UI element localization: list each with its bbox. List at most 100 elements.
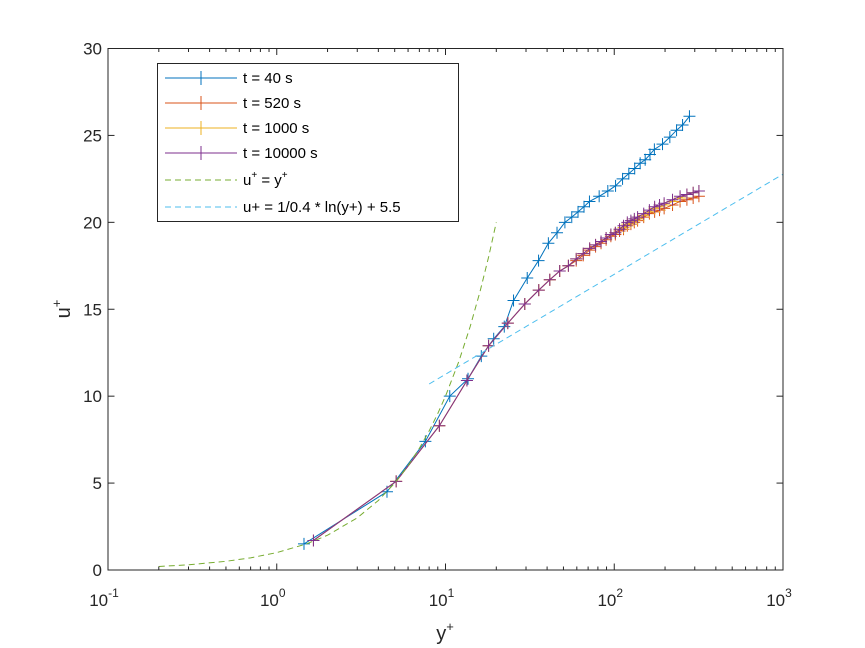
series-3-point [543, 273, 556, 286]
series-0-point [639, 153, 652, 166]
series-3-point [674, 190, 687, 203]
series-0-point [670, 124, 683, 137]
y-tick-label: 20 [83, 213, 102, 232]
y-axis-label: u+ [49, 300, 75, 319]
series-0-point [542, 237, 555, 250]
series-0-point [443, 390, 456, 403]
series-layer [158, 110, 784, 568]
series-0-point [628, 162, 641, 175]
legend-marker-t520 [194, 96, 208, 110]
series-3-point [482, 339, 495, 352]
series-3-point [589, 238, 602, 251]
y-tick-label: 10 [83, 387, 102, 406]
series-0-point [634, 157, 647, 170]
series-3-point [460, 374, 473, 387]
legend-label-t10000: t = 10000 s [243, 145, 318, 162]
y-tick-label: 5 [93, 474, 102, 493]
series-0-point [648, 143, 661, 156]
legend-entry-t520: t = 520 s [165, 95, 301, 112]
x-tick-label-base: 10 [597, 591, 616, 610]
y-axis-label-sup: + [49, 300, 64, 308]
series-3-point [658, 197, 671, 210]
series-3-point [653, 198, 666, 211]
x-tick-label-exp: 2 [616, 586, 623, 600]
series-3-point [624, 214, 637, 227]
series-0-point [532, 254, 545, 267]
legend-entry-t10000: t = 10000 s [165, 145, 318, 162]
x-tick-label-base: 10 [766, 591, 785, 610]
legend-label-t520: t = 520 s [243, 95, 301, 112]
x-axis-label-base: y [436, 623, 446, 645]
y-axis-ticks: 0 5 10 15 20 25 30 [83, 40, 783, 580]
legend-entry-t1000: t = 1000 s [165, 120, 309, 137]
y-tick-label: 15 [83, 300, 102, 319]
x-tick-label-base: 10 [429, 591, 448, 610]
x-tick-label-exp: -1 [108, 586, 119, 600]
series-3-point [553, 265, 566, 278]
series-3-point [631, 211, 644, 224]
legend-entry-viscous-sublayer: u+ = y+ [165, 170, 288, 189]
x-tick-label-exp: 1 [448, 586, 455, 600]
legend-marker-t10000 [194, 146, 208, 160]
legend-label-log-law: u+ = 1/0.4 * ln(y+) + 5.5 [243, 199, 401, 216]
series-3-point [583, 242, 596, 255]
series-3-point [600, 231, 613, 244]
legend-viscous-a-sup: + [251, 170, 257, 181]
x-tick-label: 103 [766, 586, 792, 610]
series-3-point [680, 188, 693, 201]
series-0-point [622, 167, 635, 180]
series-0-point [487, 332, 500, 345]
series-0-point [521, 271, 534, 284]
legend-label-t40: t = 40 s [243, 70, 293, 87]
x-tick-label-base: 10 [89, 591, 108, 610]
series-0-point [616, 172, 629, 185]
series-0-point [565, 211, 578, 224]
series-0-point [609, 179, 622, 192]
x-tick-label: 102 [597, 586, 623, 610]
series-0-point [558, 216, 571, 229]
series-3-point [307, 534, 320, 547]
series-3-point [687, 186, 700, 199]
series-3-point [637, 207, 650, 220]
x-axis-ticks: 10-1 100 101 102 103 [89, 48, 792, 610]
x-tick-label: 10-1 [89, 586, 119, 610]
series-3-point [577, 247, 590, 260]
series-3-point [532, 284, 545, 297]
y-tick-label: 25 [83, 126, 102, 145]
series-0-point [593, 190, 606, 203]
x-tick-label-exp: 3 [785, 586, 792, 600]
y-tick-label: 30 [83, 40, 102, 59]
series-0-point [676, 118, 689, 131]
series-3-point [628, 212, 641, 225]
series-0-point [656, 138, 669, 151]
series-3-point [692, 185, 705, 198]
series-line-5 [428, 173, 784, 385]
series-0-point [663, 131, 676, 144]
series-0-point [507, 294, 520, 307]
legend-box [157, 63, 459, 222]
legend-viscous-a: u [243, 172, 251, 189]
legend-viscous-b-sup: + [282, 170, 288, 181]
legend-entry-log-law: u+ = 1/0.4 * ln(y+) + 5.5 [165, 199, 401, 216]
series-0-point [551, 226, 564, 239]
y-tick-label: 0 [93, 561, 102, 580]
series-0-point [683, 110, 696, 123]
y-axis-label-base: u [53, 307, 75, 318]
series-3-point [570, 252, 583, 265]
legend-label-viscous-sublayer: u+ = y+ [243, 170, 288, 189]
series-0-point [572, 205, 585, 218]
x-axis-label-sup: + [446, 619, 454, 634]
series-3-point [595, 235, 608, 248]
series-3-point [501, 317, 514, 330]
series-0-point [475, 350, 488, 363]
legend-viscous-mid: = y [257, 172, 282, 189]
legend: t = 40 s t = 520 s t = 1000 s t = 10000 … [157, 63, 459, 222]
series-0-point [297, 537, 310, 550]
series-0-point [583, 195, 596, 208]
legend-marker-t1000 [194, 121, 208, 135]
series-3-point [562, 259, 575, 272]
series-3-point [666, 193, 679, 206]
legend-marker-t40 [194, 71, 208, 85]
x-axis-label: y+ [436, 619, 454, 645]
